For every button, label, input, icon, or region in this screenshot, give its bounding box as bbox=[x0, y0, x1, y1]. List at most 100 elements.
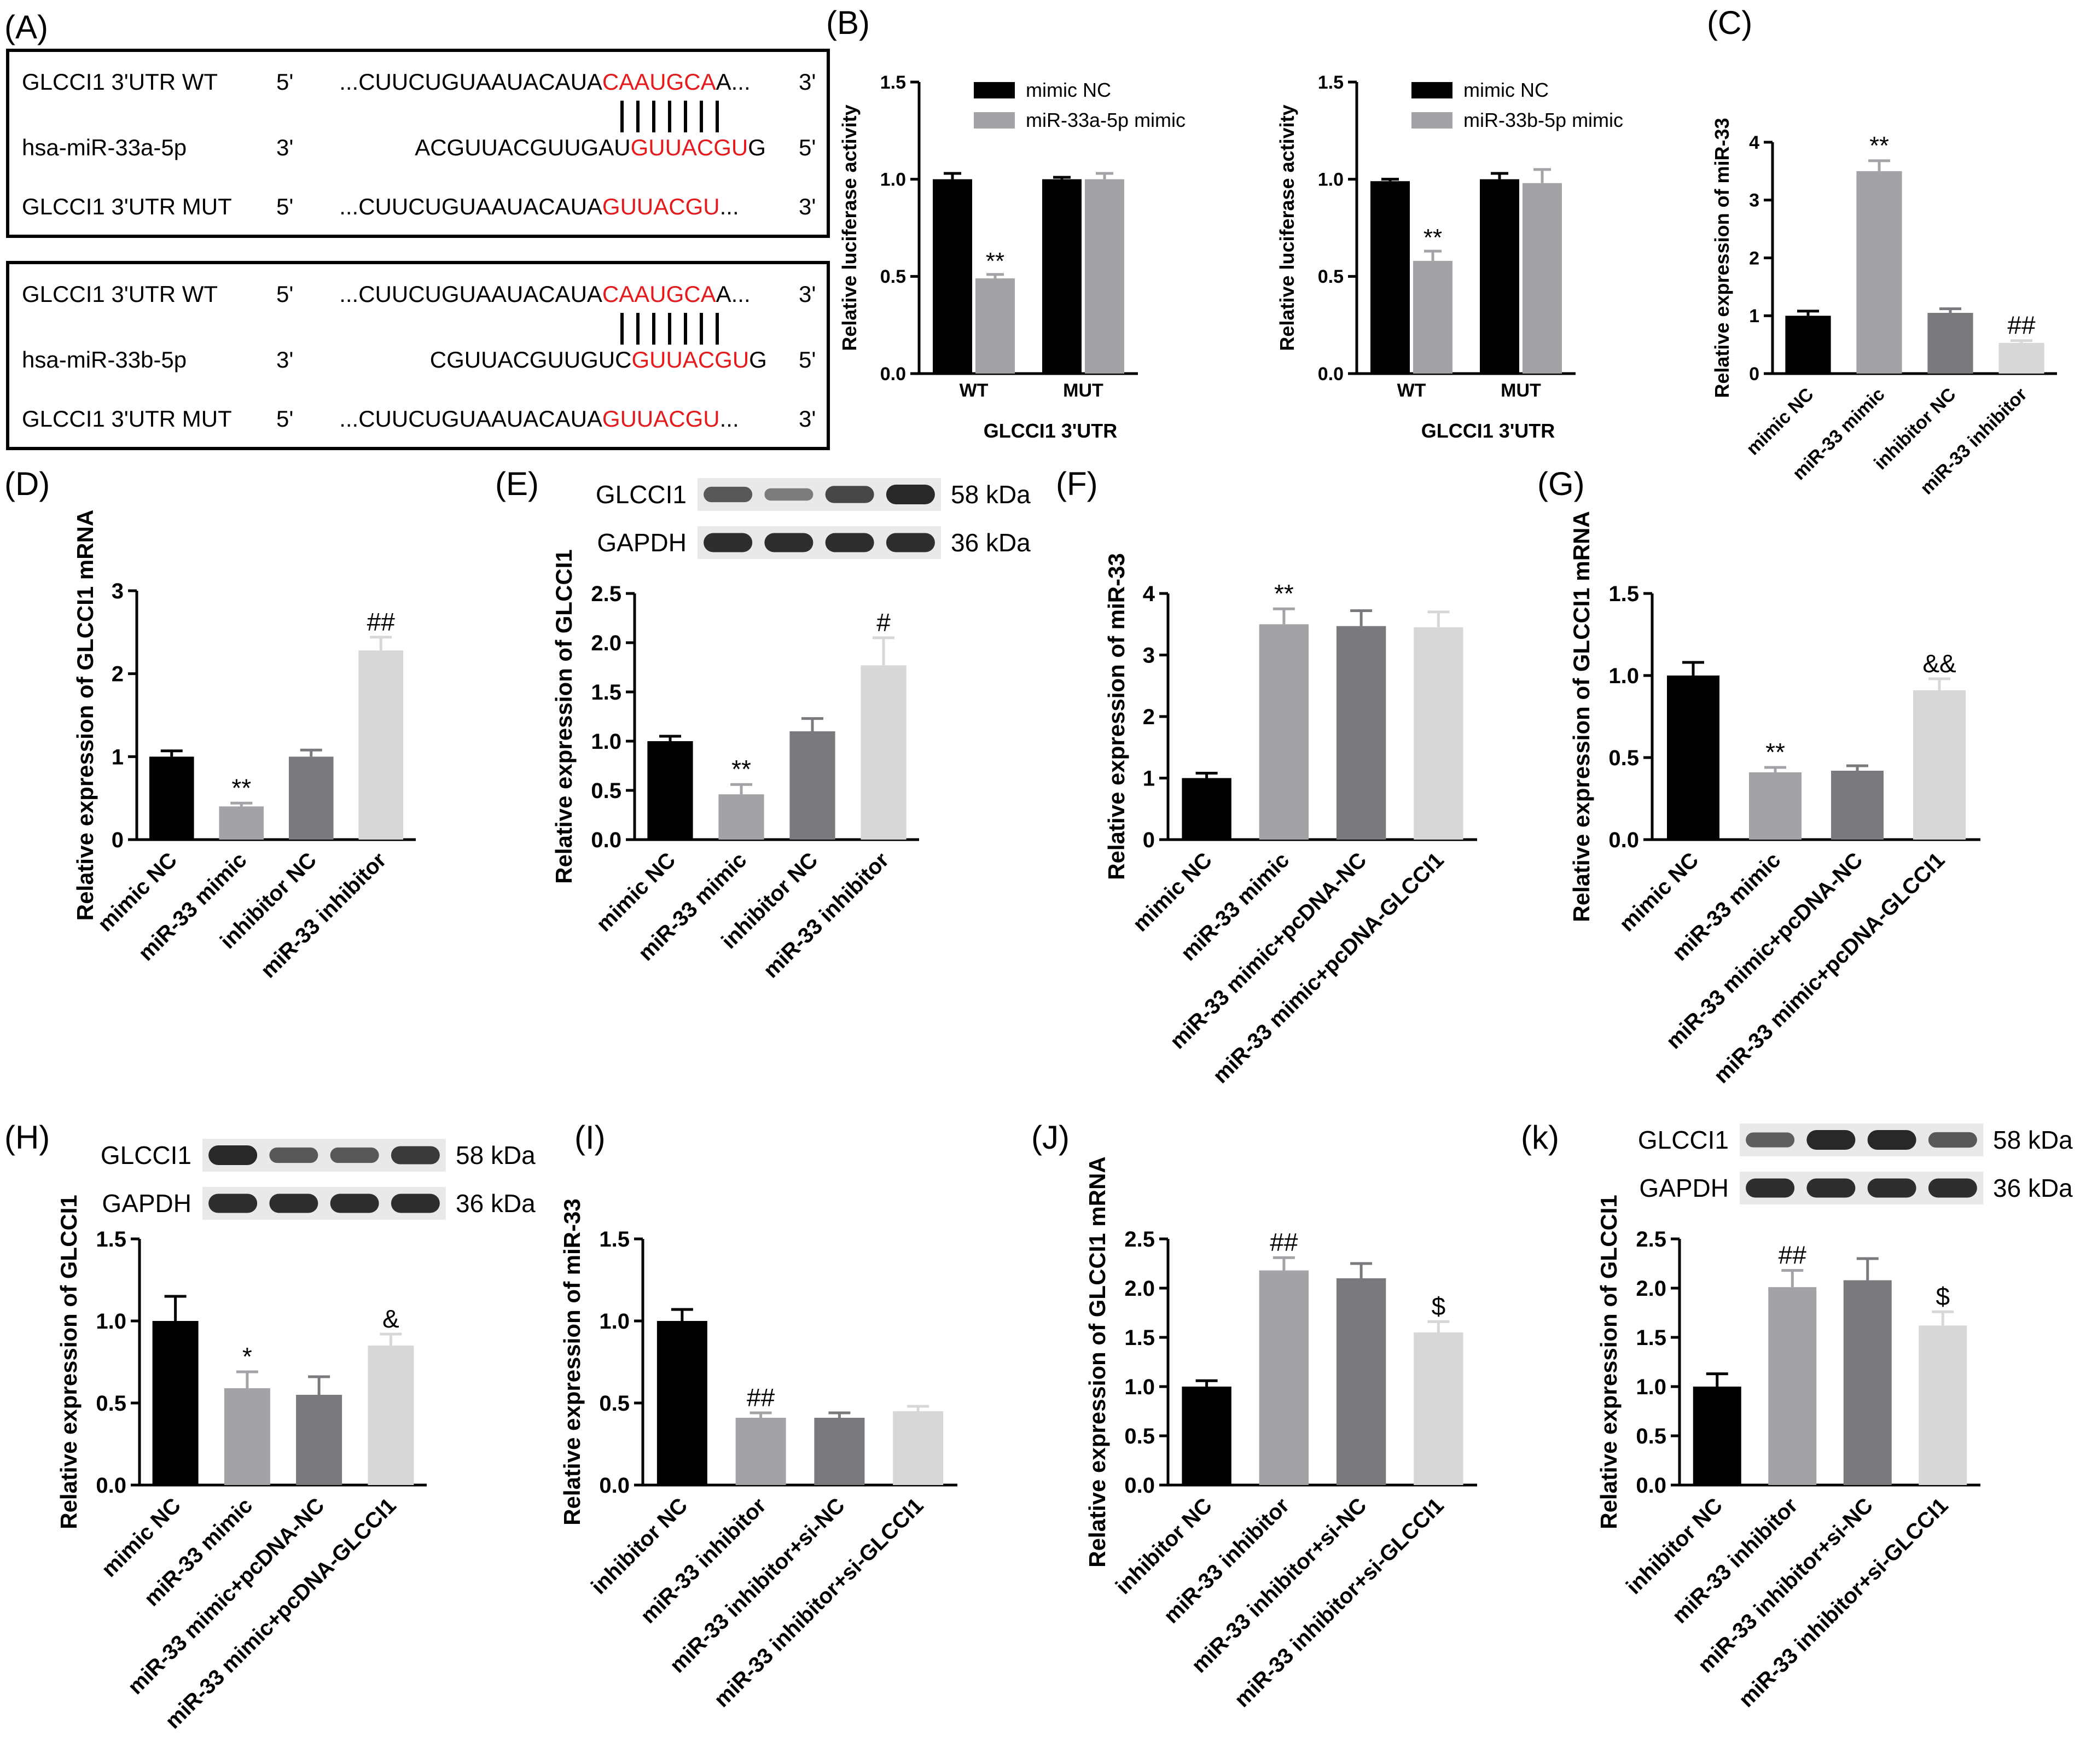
significance-mark: # bbox=[876, 608, 891, 637]
seq-end5: 5' bbox=[276, 281, 293, 307]
y-tick-label: 0 bbox=[1749, 364, 1759, 385]
y-tick-label: 0.0 bbox=[1318, 364, 1344, 385]
significance-mark: ## bbox=[747, 1383, 775, 1412]
y-tick-label: 1.0 bbox=[1636, 1375, 1666, 1399]
y-tick-label: 1.0 bbox=[1608, 664, 1639, 688]
blot-band bbox=[391, 1146, 440, 1165]
blot-band bbox=[269, 1194, 318, 1213]
sequence-seed-red: GUUACGU bbox=[631, 135, 748, 160]
seq-end5: 5' bbox=[276, 406, 293, 432]
bar bbox=[1182, 1387, 1231, 1485]
bar bbox=[1856, 171, 1902, 374]
bar bbox=[1414, 627, 1463, 840]
bar bbox=[358, 650, 404, 840]
y-tick-label: 0.5 bbox=[880, 266, 906, 287]
bar bbox=[1749, 772, 1802, 840]
bar bbox=[1927, 312, 1973, 374]
blot-kda: 58 kDa bbox=[456, 1141, 536, 1169]
chart-j: (J) 0.0 0.5 1.0 1.5 2.0 2.5 Relative expression… bbox=[1031, 1119, 1477, 1712]
y-tick-label: 4 bbox=[1143, 582, 1155, 606]
blot-band bbox=[1806, 1178, 1856, 1198]
y-tick-label: 0.5 bbox=[1318, 266, 1344, 287]
blot-band bbox=[764, 488, 814, 501]
y-tick-label: 3 bbox=[1749, 190, 1759, 211]
y-axis-label: Relative expression of GLCCI1 bbox=[56, 1195, 82, 1529]
seq-end5: 5' bbox=[276, 194, 293, 219]
sequence-tail: A... bbox=[716, 69, 751, 95]
blot-band bbox=[825, 533, 874, 552]
bar bbox=[933, 179, 972, 374]
blot-band bbox=[1928, 1132, 1977, 1148]
sequence-seed-red: CAAUGCA bbox=[602, 281, 716, 307]
bar bbox=[1998, 342, 2044, 374]
blot-row-label: GLCCI1 bbox=[596, 480, 687, 509]
sequence: ...CUUCUGUAAUACAUACAAUGCAA... bbox=[339, 69, 750, 95]
panel-letter: (E) bbox=[495, 465, 539, 502]
y-axis-label: Relative luciferase activity bbox=[838, 104, 861, 351]
blot-band bbox=[208, 1194, 258, 1213]
blot-band bbox=[330, 1147, 379, 1163]
y-tick-label: 0.5 bbox=[1636, 1424, 1666, 1448]
panel-letter: (F) bbox=[1056, 465, 1098, 502]
legend-swatch bbox=[974, 112, 1015, 129]
bar bbox=[288, 756, 334, 840]
seq-row-label: GLCCI1 3'UTR WT bbox=[22, 281, 218, 307]
seq-row-label: GLCCI1 3'UTR WT bbox=[22, 69, 218, 95]
legend-label: miR-33b-5p mimic bbox=[1463, 109, 1623, 131]
legend-swatch bbox=[1411, 112, 1452, 129]
bar bbox=[1414, 1332, 1463, 1485]
seq-end5: 5' bbox=[276, 69, 293, 95]
bar bbox=[735, 1418, 786, 1485]
bar bbox=[1336, 626, 1386, 840]
seq-end5: 3' bbox=[276, 135, 293, 160]
y-tick-label: 1.5 bbox=[1124, 1326, 1155, 1350]
legend-swatch bbox=[974, 82, 1015, 98]
y-axis-label: Relative expression of GLCCI1 bbox=[1596, 1195, 1622, 1529]
panel-a-box2 bbox=[6, 261, 830, 450]
blot-band bbox=[764, 533, 814, 552]
significance-mark: ** bbox=[731, 755, 751, 783]
bar bbox=[814, 1418, 865, 1485]
significance-mark: ** bbox=[1869, 131, 1889, 160]
blot-band bbox=[886, 533, 935, 552]
blot-band bbox=[330, 1194, 379, 1213]
bar bbox=[1336, 1278, 1386, 1485]
x-category-label: WT bbox=[1397, 380, 1426, 401]
bar bbox=[1413, 260, 1452, 374]
blot-row-label: GLCCI1 bbox=[1638, 1126, 1729, 1154]
significance-mark: ## bbox=[367, 608, 396, 636]
panel-letter: (G) bbox=[1537, 465, 1585, 502]
y-tick-label: 3 bbox=[112, 579, 124, 603]
y-tick-label: 1.0 bbox=[1318, 170, 1344, 190]
y-axis-label: Relative expression of GLCCI1 mRNA bbox=[1084, 1156, 1110, 1568]
bar bbox=[368, 1346, 414, 1485]
sequence: CGUUACGUUGUCGUUACGUG bbox=[430, 347, 767, 372]
y-tick-label: 1.0 bbox=[880, 170, 906, 190]
sequence-seed-red: GUUACGU bbox=[631, 347, 749, 372]
significance-mark: ** bbox=[1274, 579, 1294, 608]
blot-row-label: GAPDH bbox=[1639, 1174, 1729, 1202]
y-tick-label: 1.5 bbox=[96, 1227, 126, 1251]
blot-kda: 58 kDa bbox=[951, 480, 1031, 509]
significance-mark: ## bbox=[1779, 1241, 1807, 1270]
y-tick-label: 1.5 bbox=[1608, 582, 1639, 606]
sequence-black: ...CUUCUGUAAUACAUA bbox=[339, 194, 602, 219]
y-tick-label: 1.5 bbox=[591, 680, 621, 705]
bar bbox=[1693, 1387, 1741, 1485]
sequence-black: ...CUUCUGUAAUACAUA bbox=[339, 69, 602, 95]
blot-band bbox=[1867, 1130, 1916, 1150]
y-tick-label: 0.5 bbox=[1124, 1424, 1155, 1448]
x-category-label: miR-33 inhibitor bbox=[1667, 1493, 1802, 1628]
significance-mark: ** bbox=[1423, 224, 1442, 251]
x-category-label: miR-33 inhibitor bbox=[759, 848, 893, 982]
x-category-label: mimic NC bbox=[1742, 384, 1818, 459]
sequence-seed-red: GUUACGU bbox=[602, 406, 720, 432]
y-tick-label: 0.5 bbox=[599, 1392, 630, 1416]
sequence-black: ...CUUCUGUAAUACAUA bbox=[339, 281, 602, 307]
seq-row-label: GLCCI1 3'UTR MUT bbox=[22, 194, 232, 219]
y-tick-label: 0.0 bbox=[96, 1474, 126, 1498]
sequence-seed-red: CAAUGCA bbox=[602, 69, 716, 95]
y-tick-label: 1.0 bbox=[591, 730, 621, 754]
bar bbox=[1259, 1270, 1309, 1485]
